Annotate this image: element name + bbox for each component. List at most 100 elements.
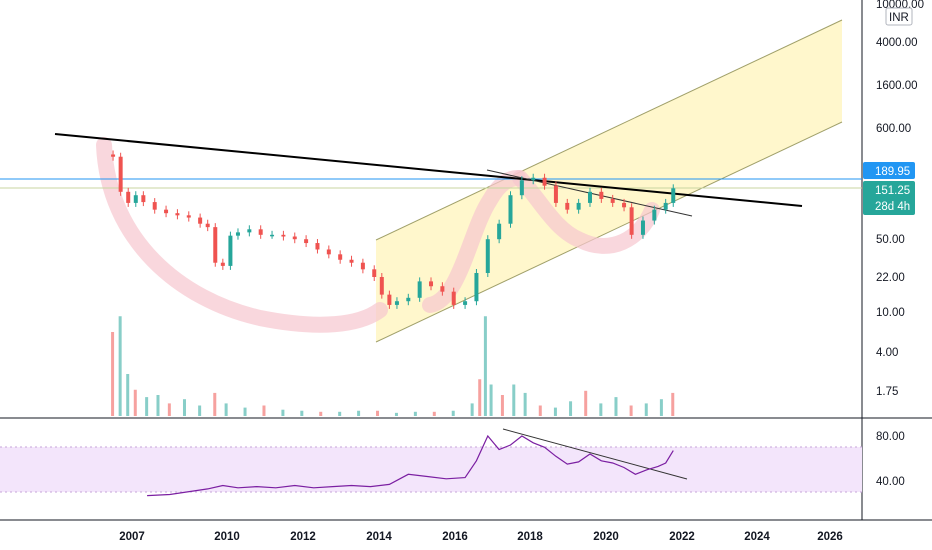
volume-bar (538, 405, 542, 416)
candle-body (205, 223, 210, 228)
candle-body (565, 202, 570, 210)
volume-bar (376, 410, 380, 416)
candle-body (326, 249, 331, 255)
volume-bar (671, 392, 675, 416)
time-axis: 2007 2010 2012 2014 2016 2018 2020 2022 … (119, 531, 843, 543)
volume-bar (198, 405, 202, 416)
candle-body (220, 262, 225, 266)
volume-bar (659, 399, 663, 416)
channel-upper-line (375, 19, 843, 241)
candle-body (429, 281, 434, 287)
volume-bar (224, 403, 228, 416)
volume-bar (126, 374, 130, 416)
candle-body (387, 294, 392, 305)
volume-bar (512, 384, 516, 416)
candle-body (394, 301, 399, 305)
candle-body (304, 239, 309, 244)
candle-body (508, 195, 513, 224)
volume-bar (413, 411, 417, 416)
rsi-line (147, 434, 674, 497)
volume-bar (243, 407, 247, 416)
price-tick-label: 4000.00 (876, 37, 918, 49)
volume-bar (133, 389, 137, 416)
time-tick-label: 2020 (593, 531, 619, 543)
candle-body (622, 202, 627, 208)
candle-body (258, 229, 263, 235)
rsi-band (0, 447, 862, 492)
volume-bar (156, 395, 160, 416)
candle-body (118, 156, 123, 192)
time-tick-label: 2010 (214, 531, 240, 543)
time-tick-label: 2016 (442, 531, 468, 543)
time-tick-label: 2014 (366, 531, 392, 543)
candle-body (629, 207, 634, 235)
candle-body (186, 215, 191, 218)
rsi-tick-label: 40.00 (876, 476, 905, 488)
candle-body (315, 243, 320, 250)
rising-channel (376, 20, 842, 342)
volume-bar (614, 397, 618, 416)
candle-body (270, 234, 275, 237)
volume-bar (281, 409, 285, 416)
candle-body (235, 232, 240, 236)
candle-body (228, 235, 233, 266)
candle-body (531, 177, 536, 181)
volume-bar (357, 410, 361, 416)
candle-body (640, 220, 645, 235)
volume-bar (478, 379, 482, 416)
price-tick-label: 600.00 (876, 123, 911, 135)
volume-bar (644, 403, 648, 416)
candle-body (213, 227, 218, 263)
volume-bar (599, 403, 603, 416)
candle-body (133, 195, 138, 203)
volume-bar (394, 412, 398, 416)
price-tick-label: 1.75 (876, 386, 898, 398)
price-tick-label: 4.00 (876, 347, 898, 359)
volume-bar (523, 392, 527, 416)
candle-body (372, 269, 377, 277)
candle-body (360, 262, 365, 270)
volume-bar (338, 411, 342, 416)
volume-bar (629, 405, 633, 416)
candle-body (349, 259, 354, 263)
candle-body (164, 209, 169, 214)
volume-bar (483, 316, 487, 416)
volume-bar (584, 390, 588, 416)
volume-bar (182, 399, 186, 416)
currency-box[interactable] (885, 7, 913, 26)
volume-bar (319, 411, 323, 416)
volume-bar (569, 401, 573, 416)
volume-bar (451, 410, 455, 416)
time-tick-label: 2026 (817, 531, 843, 543)
candle-body (281, 234, 286, 237)
time-tick-label: 2018 (517, 531, 543, 543)
cup-arc (512, 170, 660, 254)
rounding-bottom-arc (96, 137, 388, 333)
badge-151-text: 151.25 (875, 185, 910, 197)
candle-body (663, 202, 668, 210)
time-tick-label: 2024 (744, 531, 770, 543)
candle-body (553, 185, 558, 203)
candle-body (440, 286, 445, 292)
candle-body (141, 195, 146, 203)
candle-body (292, 236, 297, 240)
price-tick-label: 22.00 (876, 272, 905, 284)
candle-body (463, 301, 468, 305)
candle-body (652, 209, 657, 221)
candle-body (152, 202, 157, 210)
volume-bar (213, 392, 217, 416)
volume-bars (111, 316, 675, 416)
candle-body (671, 188, 676, 203)
volume-bar (470, 403, 474, 416)
currency-label: INR (889, 12, 909, 24)
candle-body (474, 272, 479, 302)
time-tick-label: 2022 (669, 531, 695, 543)
candle-body (379, 277, 384, 295)
price-axis: 10000.00 4000.00 1600.00 600.00 50.00 22… (876, 0, 924, 398)
rally-arc (422, 170, 526, 313)
candle-body (247, 229, 252, 233)
volume-bar (432, 411, 436, 416)
last-price-badge (863, 162, 915, 179)
price-tick-label: 10.00 (876, 307, 905, 319)
